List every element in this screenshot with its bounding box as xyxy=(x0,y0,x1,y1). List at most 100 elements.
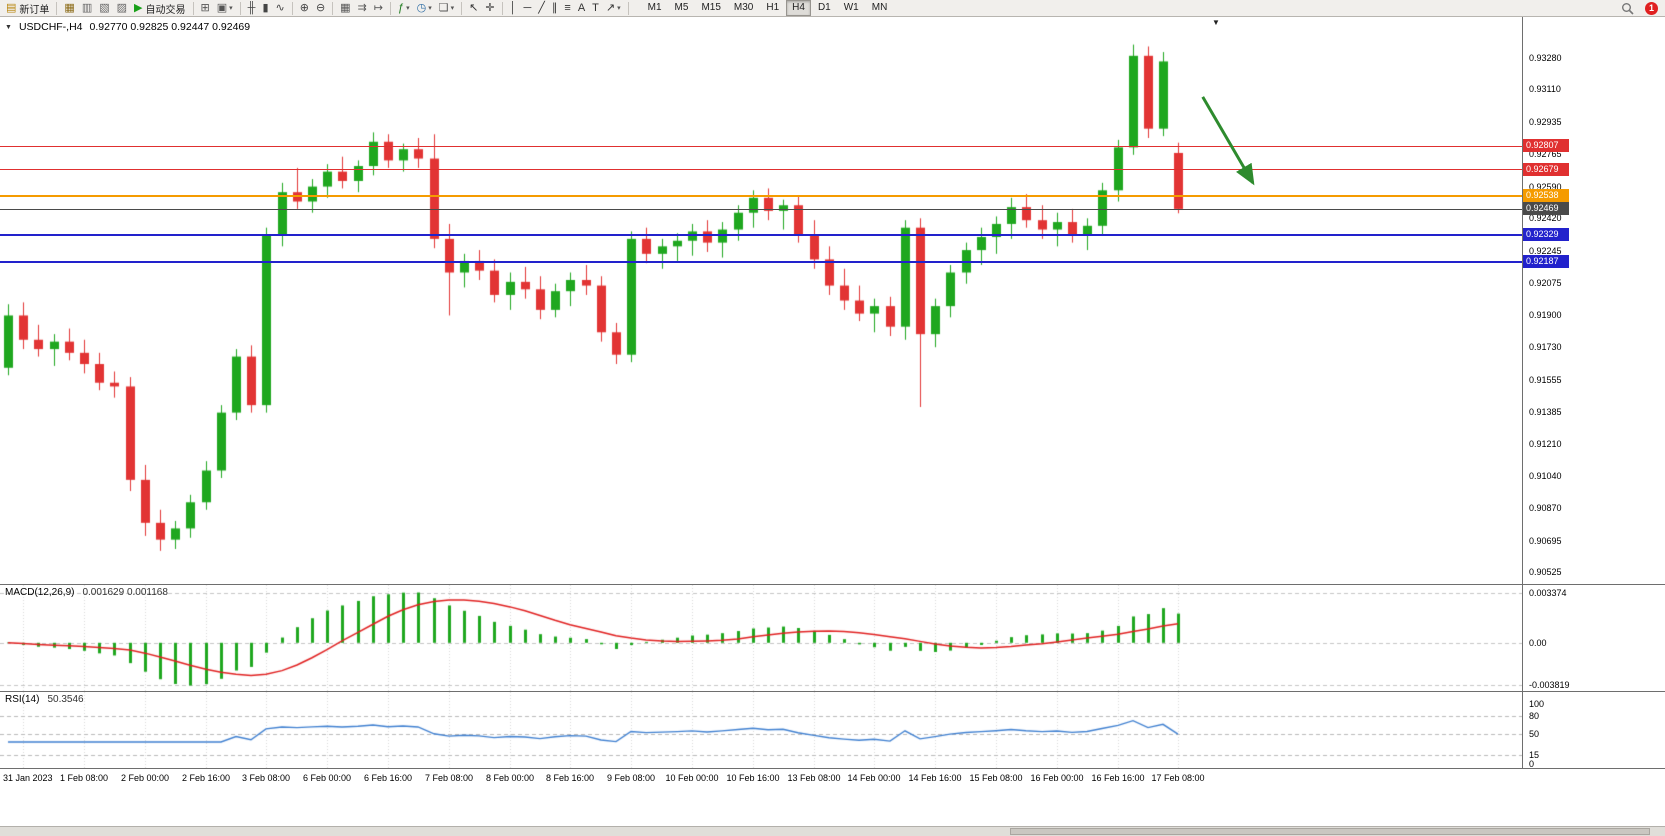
timeframe-m1-button[interactable]: M1 xyxy=(647,2,662,13)
channel-button[interactable]: ∥ xyxy=(549,1,561,16)
price-axis-label: 0.90695 xyxy=(1529,535,1562,546)
market-watch-button[interactable]: ▦ xyxy=(61,1,77,16)
data-window-button[interactable]: ▥ xyxy=(79,1,95,16)
bar-chart-button[interactable]: ╫ xyxy=(245,1,259,16)
cursor-button[interactable]: ↖ xyxy=(466,1,481,16)
timeframe-h1-button[interactable]: H1 xyxy=(766,2,780,13)
time-axis: 31 Jan 2023 1 Feb 08:00 2 Feb 00:00 2 Feb 1… xyxy=(0,768,1665,788)
timeframe-m15-button[interactable]: M15 xyxy=(701,2,721,13)
terminal-icon: ▨ xyxy=(116,1,128,14)
autotrading-icon: ▶ xyxy=(134,1,143,14)
arrows-button[interactable]: ↗ ▾ xyxy=(603,1,624,16)
collapse-caret-icon[interactable]: ▼ xyxy=(5,23,12,31)
price-axis-label: 0.91555 xyxy=(1529,374,1562,385)
label-button[interactable]: T xyxy=(589,1,602,16)
navigator-button[interactable]: ▧ xyxy=(96,1,112,16)
price-level-badge: 0.92329 xyxy=(1523,228,1569,242)
arrows-icon: ↗ xyxy=(605,1,616,14)
candlestick-chart-canvas[interactable] xyxy=(0,17,1522,584)
horizontal-line-0.92187[interactable] xyxy=(0,260,1522,263)
auto-scroll-icon: ⇉ xyxy=(357,1,367,14)
profiles-button[interactable]: ▣ ▾ xyxy=(214,1,236,16)
toolbar-separator xyxy=(56,1,58,15)
horizontal-line-0.92329[interactable] xyxy=(0,234,1522,237)
price-axis-label: 0.91210 xyxy=(1529,439,1562,450)
price-level-badge: 0.92807 xyxy=(1523,139,1569,153)
macd-axis-label: 0.003374 xyxy=(1529,588,1567,598)
price-axis-label: 0.92245 xyxy=(1529,246,1562,257)
rsi-panel: RSI(14) 50.3546 100 80 50 15 0 xyxy=(0,691,1665,769)
notification-badge[interactable]: 1 xyxy=(1645,1,1658,15)
rsi-name: RSI(14) xyxy=(5,694,40,705)
chart-ohlc-values: 0.92770 0.92825 0.92447 0.92469 xyxy=(89,21,251,33)
auto-scroll-button[interactable]: ⇉ xyxy=(355,1,370,16)
macd-panel: MACD(12,26,9) 0.001629 0.001168 0.003374… xyxy=(0,584,1665,691)
price-axis-label: 0.93110 xyxy=(1529,84,1561,95)
zoom-out-button[interactable]: ⊖ xyxy=(313,1,328,16)
vertical-line-button[interactable]: │ xyxy=(507,1,520,16)
trendline-icon: ╱ xyxy=(538,1,545,14)
toolbar-separator xyxy=(291,1,293,15)
macd-axis-label: -0.003819 xyxy=(1529,680,1570,690)
price-axis-label: 0.92075 xyxy=(1529,277,1562,288)
zoom-in-button[interactable]: ⊕ xyxy=(297,1,312,16)
fibonacci-button[interactable]: ≡ xyxy=(561,1,573,16)
data-window-icon: ▥ xyxy=(81,1,93,14)
time-axis-label: 8 Feb 16:00 xyxy=(545,773,595,783)
templates-button[interactable]: ❏ ▾ xyxy=(436,1,457,16)
fibonacci-icon: ≡ xyxy=(564,1,571,14)
chart-symbol-period: USDCHF-,H4 xyxy=(18,21,83,33)
horizontal-line-0.92679[interactable] xyxy=(0,169,1522,171)
current-price-line[interactable] xyxy=(0,208,1522,210)
main-chart-panel: ▼ USDCHF-,H4 0.92770 0.92825 0.92447 0.9… xyxy=(0,17,1665,584)
line-chart-button[interactable]: ∿ xyxy=(273,1,288,16)
terminal-button[interactable]: ▨ xyxy=(114,1,130,16)
candlestick-chart-button[interactable]: ▮ xyxy=(259,1,271,16)
text-button[interactable]: A xyxy=(575,1,588,16)
tile-windows-icon: ▦ xyxy=(340,1,351,14)
time-axis-label: 6 Feb 00:00 xyxy=(302,773,352,783)
text-icon: A xyxy=(577,1,586,14)
price-axis-label: 0.92765 xyxy=(1529,148,1562,159)
price-axis-label: 0.91730 xyxy=(1529,342,1562,353)
macd-canvas[interactable] xyxy=(0,585,1522,691)
price-axis-label: 0.91900 xyxy=(1529,310,1562,321)
timeframe-m30-button[interactable]: M30 xyxy=(733,2,754,13)
horizontal-line-0.92538[interactable] xyxy=(0,195,1522,198)
indicators-button[interactable]: ƒ ▾ xyxy=(395,1,413,16)
toolbar-separator xyxy=(332,1,334,15)
new-order-button[interactable]: ▤ 新订单 xyxy=(3,1,52,16)
crosshair-icon: ✛ xyxy=(485,1,495,14)
horizontal-line-0.92807[interactable] xyxy=(0,145,1522,147)
horizontal-scrollbar[interactable] xyxy=(0,826,1665,836)
price-axis-label: 0.91385 xyxy=(1529,406,1562,417)
timeframe-h4-button[interactable]: H4 xyxy=(786,0,811,16)
new-chart-button[interactable]: ⊞ xyxy=(198,1,213,16)
vertical-line-icon: │ xyxy=(509,1,517,14)
templates-icon: ❏ xyxy=(438,1,449,14)
trend-arrow-annotation[interactable] xyxy=(0,17,1522,584)
trendline-button[interactable]: ╱ xyxy=(535,1,548,16)
time-axis-label: 14 Feb 00:00 xyxy=(847,773,901,783)
timeframe-m5-button[interactable]: M5 xyxy=(674,2,689,13)
chart-shift-button[interactable]: ↦ xyxy=(371,1,386,16)
periods-icon: ◷ xyxy=(416,1,427,14)
profiles-icon: ▣ xyxy=(216,1,228,14)
horizontal-line-button[interactable]: ─ xyxy=(520,1,534,16)
rsi-canvas[interactable] xyxy=(0,692,1522,768)
market-watch-icon: ▦ xyxy=(64,1,75,14)
periods-button[interactable]: ◷ ▾ xyxy=(414,1,435,16)
rsi-axis-label: 80 xyxy=(1529,711,1540,721)
tile-windows-button[interactable]: ▦ xyxy=(337,1,353,16)
zoom-in-icon: ⊕ xyxy=(299,1,309,14)
timeframe-w1-button[interactable]: W1 xyxy=(843,2,859,13)
chart-shift-marker-icon[interactable]: ▼ xyxy=(1212,18,1220,27)
autotrading-button[interactable]: ▶ 自动交易 xyxy=(131,1,188,16)
scrollbar-thumb[interactable] xyxy=(1010,828,1650,835)
bar-chart-icon: ╫ xyxy=(247,1,256,14)
time-axis-label: 1 Feb 08:00 xyxy=(59,773,109,783)
search-button[interactable] xyxy=(1618,1,1637,16)
timeframe-mn-button[interactable]: MN xyxy=(871,2,888,13)
crosshair-button[interactable]: ✛ xyxy=(482,1,497,16)
timeframe-d1-button[interactable]: D1 xyxy=(817,2,831,13)
